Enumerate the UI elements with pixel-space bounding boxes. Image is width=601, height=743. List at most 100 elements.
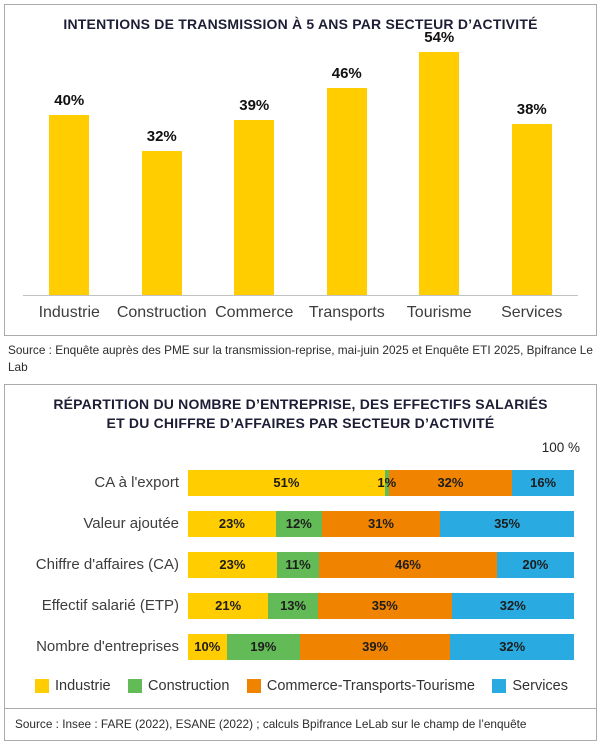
segment-services: 20% [496, 551, 574, 578]
bar-value-label: 39% [239, 96, 270, 114]
stacked-bar: 23% 12% 31% 35% [188, 510, 574, 537]
segment-value-label: 39% [362, 639, 389, 655]
segment-commerce-transports-tourisme: 35% [317, 592, 452, 619]
bar [234, 119, 275, 296]
segment-commerce-transports-tourisme: 32% [388, 469, 513, 496]
row-label: Valeur ajoutée [83, 515, 179, 533]
chart2-rows: CA à l'export 51% 1% 32% 16% Valeur ajoutée 23… [5, 469, 596, 660]
segment-construction: 12% [275, 510, 322, 537]
segment-value-label: 46% [394, 557, 421, 573]
segment-commerce-transports-tourisme: 39% [299, 633, 451, 660]
chart2-source-text: Source : Insee : FARE (2022), ESANE (202… [5, 707, 596, 740]
segment-value-label: 13% [280, 598, 307, 614]
row-label: Chiffre d'affaires (CA) [35, 556, 179, 574]
segment-industrie: 23% [188, 551, 277, 578]
bar-value-label: 54% [424, 29, 455, 47]
segment-value-label: 21% [215, 598, 242, 614]
segment-construction: 19% [226, 633, 300, 660]
segment-value-label: 11% [285, 557, 311, 573]
segment-value-label: 31% [367, 516, 394, 532]
chart1-category-axis: Industrie Construction Commerce Transports T… [23, 295, 578, 335]
stacked-bar: 10% 19% 39% 32% [188, 633, 574, 660]
chart2-title-line1: RÉPARTITION DU NOMBRE D’ENTREPRISE, DES … [53, 396, 548, 413]
segment-value-label: 20% [522, 557, 549, 573]
chart2-title: RÉPARTITION DU NOMBRE D’ENTREPRISE, DES … [15, 395, 586, 431]
stacked-row: Effectif salarié (ETP) 21% 13% 35% 32% [11, 592, 574, 619]
segment-value-label: 35% [494, 516, 521, 532]
bar-column: 38% [486, 101, 579, 296]
legend-item: Construction [128, 678, 229, 694]
stacked-row: Chiffre d'affaires (CA) 23% 11% 46% 20% [11, 551, 574, 578]
legend-swatch [246, 678, 261, 693]
stacked-bar: 51% 1% 32% 16% [188, 469, 574, 496]
legend-item: Industrie [35, 678, 111, 694]
row-label: Nombre d'entreprises [36, 638, 179, 656]
segment-services: 32% [450, 633, 574, 660]
stacked-row: CA à l'export 51% 1% 32% 16% [11, 469, 574, 496]
legend-swatch [35, 678, 49, 693]
bar [141, 151, 182, 296]
segment-industrie: 23% [188, 510, 276, 537]
bar-column: 54% [393, 29, 486, 296]
stacked-bar: 23% 11% 46% 20% [188, 551, 574, 578]
bar-column: 32% [116, 128, 209, 296]
segment-value-label: 35% [371, 598, 398, 614]
segment-services: 32% [451, 592, 574, 619]
segment-value-label: 32% [499, 598, 526, 614]
segment-value-label: 23% [218, 516, 245, 532]
chart2-legend: Industrie Construction Commerce-Transports… [35, 678, 568, 694]
segment-industrie: 51% [188, 469, 385, 496]
legend-label: Services [512, 677, 568, 694]
segment-value-label: 51% [273, 475, 300, 491]
segment-value-label: 32% [499, 639, 526, 655]
segment-value-label: 32% [437, 475, 464, 491]
bar [419, 52, 460, 296]
chart1-plot-area: 40% 32% 39% 46% 54% 38% Industrie Construction… [5, 29, 596, 335]
segment-value-label: 10% [194, 639, 221, 655]
segment-industrie: 21% [188, 592, 269, 619]
segment-commerce-transports-tourisme: 31% [321, 510, 441, 537]
legend-swatch [128, 678, 143, 693]
bar-column: 40% [23, 92, 116, 296]
bar [511, 124, 552, 296]
segment-industrie: 10% [188, 633, 227, 660]
category-label: Industrie [38, 304, 100, 322]
bar [49, 115, 90, 296]
stacked-row: Valeur ajoutée 23% 12% 31% 35% [11, 510, 574, 537]
legend-label: Industrie [55, 677, 111, 694]
legend-item: Services [492, 678, 568, 694]
bar-value-label: 40% [54, 92, 85, 110]
segment-value-label: 12% [285, 516, 312, 532]
bar-value-label: 32% [146, 128, 177, 146]
chart1-source-text: Source : Enquête auprès des PME sur la t… [8, 343, 593, 375]
segment-commerce-transports-tourisme: 46% [319, 551, 497, 578]
bar-column: 46% [301, 65, 394, 296]
bar-value-label: 38% [516, 101, 547, 119]
repartition-chart-panel: RÉPARTITION DU NOMBRE D’ENTREPRISE, DES … [4, 384, 597, 741]
segment-services: 35% [440, 510, 574, 537]
segment-value-label: 16% [530, 475, 557, 491]
chart1-bars: 40% 32% 39% 46% 54% 38% [23, 29, 579, 296]
category-label: Construction [116, 304, 207, 322]
category-label: Commerce [215, 304, 294, 322]
stacked-row: Nombre d'entreprises 10% 19% 39% 32% [11, 633, 574, 660]
legend-item: Commerce-Transports-Tourisme [246, 677, 475, 694]
row-label: CA à l'export [94, 474, 179, 492]
segment-services: 16% [512, 469, 574, 496]
legend-label: Construction [148, 677, 230, 694]
segment-construction: 13% [268, 592, 318, 619]
segment-construction: 1% [377, 469, 396, 496]
category-label: Tourisme [406, 304, 472, 322]
bar [326, 88, 367, 296]
category-label: Services [501, 304, 563, 322]
category-label: Transports [308, 304, 385, 322]
chart1-title: INTENTIONS DE TRANSMISSION À 5 ANS PAR S… [63, 16, 538, 32]
bar-column: 39% [208, 97, 301, 296]
bar-value-label: 46% [331, 65, 362, 83]
stacked-bar: 21% 13% 35% 32% [188, 592, 574, 619]
legend-label: Commerce-Transports-Tourisme [266, 677, 475, 694]
transmission-chart-panel: INTENTIONS DE TRANSMISSION À 5 ANS PAR S… [4, 4, 597, 337]
segment-construction: 11% [276, 551, 320, 578]
segment-value-label: 1% [377, 475, 397, 491]
row-label: Effectif salarié (ETP) [41, 597, 179, 615]
